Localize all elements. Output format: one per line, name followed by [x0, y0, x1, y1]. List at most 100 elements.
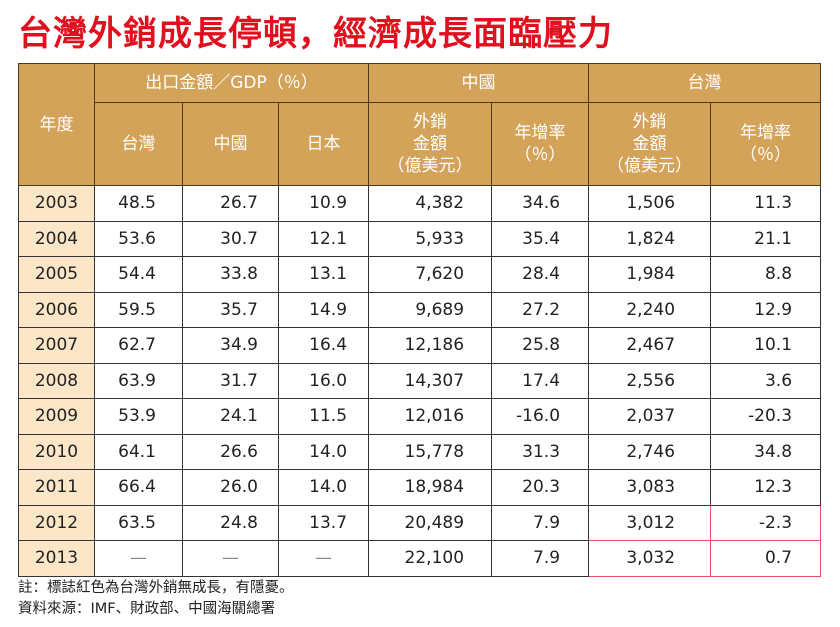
export-data-table: 年度 出口金額／GDP（％） 中國 台灣 台灣 中國 日本 外銷 金額 （億美元…	[18, 63, 822, 577]
footnotes: 註：標誌紅色為台灣外銷無成長，有隱憂。 資料來源：IMF、財政部、中國海關總署	[18, 578, 294, 620]
cell-tw-g: 3.6	[710, 362, 822, 399]
cell-cn-g: 7.9	[491, 540, 590, 577]
cell-jp: 11.5	[277, 398, 370, 435]
cell-year: 2013	[18, 540, 95, 577]
cell-cn-g: 35.4	[491, 220, 590, 257]
header-taiwan: 台灣	[588, 63, 822, 103]
cell-year: 2010	[18, 433, 95, 470]
cell-jp: 16.0	[277, 362, 370, 399]
cell-jp: —	[277, 540, 370, 577]
cell-tw-exp: 3,012	[588, 504, 712, 541]
header-gdp-japan: 日本	[277, 102, 370, 186]
cell-tw-g: 12.3	[710, 469, 822, 506]
cell-tw: 66.4	[94, 469, 183, 506]
cell-year: 2011	[18, 469, 95, 506]
cell-cn-g: 31.3	[491, 433, 590, 470]
header-line: 年增率	[740, 123, 792, 143]
cell-tw-exp: 2,556	[588, 362, 712, 399]
cell-cn: 33.8	[182, 256, 279, 293]
cell-tw-g: -2.3	[710, 504, 822, 541]
cell-cn: 24.1	[182, 398, 279, 435]
table-row: 2003 48.5 26.7 10.9 4,382 34.6 1,506 11.3	[18, 185, 822, 222]
cell-tw-exp: 2,467	[588, 327, 712, 364]
table-row: 2012 63.5 24.8 13.7 20,489 7.9 3,012 -2.3	[18, 504, 822, 541]
table-row: 2008 63.9 31.7 16.0 14,307 17.4 2,556 3.6	[18, 362, 822, 399]
cell-cn: 35.7	[182, 291, 279, 328]
cell-cn-g: 25.8	[491, 327, 590, 364]
cell-tw-exp: 1,984	[588, 256, 712, 293]
cell-tw: 59.5	[94, 291, 183, 328]
header-gdp-taiwan: 台灣	[94, 102, 183, 186]
header-taiwan-export-amount: 外銷 金額 （億美元）	[588, 102, 712, 186]
header-line: （億美元）	[387, 156, 473, 176]
cell-cn: —	[182, 540, 279, 577]
cell-cn: 24.8	[182, 504, 279, 541]
cell-tw: 48.5	[94, 185, 183, 222]
cell-cn-exp: 15,778	[368, 433, 493, 470]
cell-cn-exp: 5,933	[368, 220, 493, 257]
cell-cn-g: -16.0	[491, 398, 590, 435]
cell-cn-exp: 20,489	[368, 504, 493, 541]
cell-tw: 53.6	[94, 220, 183, 257]
header-line: （％）	[514, 145, 566, 165]
table-row: 2007 62.7 34.9 16.4 12,186 25.8 2,467 10.1	[18, 327, 822, 364]
cell-tw-exp: 2,240	[588, 291, 712, 328]
table-row: 2013— — —22,100 7.9 3,032 0.7	[18, 540, 822, 577]
cell-tw-g: 10.1	[710, 327, 822, 364]
header-year: 年度	[18, 63, 95, 186]
header-china-growth: 年增率 （％）	[491, 102, 590, 186]
cell-tw: 63.9	[94, 362, 183, 399]
cell-cn: 31.7	[182, 362, 279, 399]
page-title: 台灣外銷成長停頓，經濟成長面臨壓力	[18, 14, 613, 54]
header-export-gdp-ratio: 出口金額／GDP（％）	[93, 63, 370, 103]
cell-cn: 26.6	[182, 433, 279, 470]
cell-year: 2007	[18, 327, 95, 364]
cell-cn-g: 28.4	[491, 256, 590, 293]
cell-year: 2009	[18, 398, 95, 435]
cell-jp: 13.7	[277, 504, 370, 541]
cell-tw-exp: 1,506	[588, 185, 712, 222]
cell-cn-exp: 7,620	[368, 256, 493, 293]
cell-tw-exp: 3,032	[588, 540, 712, 577]
header-line: （％）	[740, 145, 792, 165]
cell-jp: 14.9	[277, 291, 370, 328]
cell-tw-g: 12.9	[710, 291, 822, 328]
cell-cn-exp: 4,382	[368, 185, 493, 222]
cell-tw: —	[94, 540, 183, 577]
cell-year: 2006	[18, 291, 95, 328]
cell-cn-exp: 22,100	[368, 540, 493, 577]
table-row: 2004 53.6 30.7 12.1 5,933 35.4 1,824 21.1	[18, 220, 822, 257]
cell-jp: 16.4	[277, 327, 370, 364]
cell-jp: 13.1	[277, 256, 370, 293]
cell-tw-exp: 2,037	[588, 398, 712, 435]
table-row: 2011 66.4 26.0 14.0 18,984 20.3 3,083 12.3	[18, 469, 822, 506]
cell-cn: 26.0	[182, 469, 279, 506]
header-line: 年增率	[514, 123, 566, 143]
cell-year: 2008	[18, 362, 95, 399]
cell-tw-g: -20.3	[710, 398, 822, 435]
cell-tw-g: 0.7	[710, 540, 822, 577]
table-row: 2010 64.1 26.6 14.0 15,778 31.3 2,746 34.8	[18, 433, 822, 470]
cell-cn: 26.7	[182, 185, 279, 222]
table-row: 2006 59.5 35.7 14.9 9,689 27.2 2,240 12.9	[18, 291, 822, 328]
cell-cn-exp: 12,016	[368, 398, 493, 435]
header-taiwan-growth: 年增率 （％）	[710, 102, 822, 186]
table-row: 2005 54.4 33.8 13.1 7,620 28.4 1,984 8.8	[18, 256, 822, 293]
cell-year: 2004	[18, 220, 95, 257]
header-china: 中國	[368, 63, 590, 103]
cell-tw-exp: 2,746	[588, 433, 712, 470]
cell-jp: 10.9	[277, 185, 370, 222]
cell-year: 2003	[18, 185, 95, 222]
header-china-export-amount: 外銷 金額 （億美元）	[368, 102, 493, 186]
source-text: 資料來源：IMF、財政部、中國海關總署	[18, 601, 276, 617]
cell-tw-g: 11.3	[710, 185, 822, 222]
cell-cn-exp: 18,984	[368, 469, 493, 506]
cell-tw-g: 21.1	[710, 220, 822, 257]
cell-tw-g: 34.8	[710, 433, 822, 470]
cell-cn: 30.7	[182, 220, 279, 257]
cell-tw-exp: 3,083	[588, 469, 712, 506]
cell-tw: 53.9	[94, 398, 183, 435]
cell-tw: 63.5	[94, 504, 183, 541]
cell-jp: 14.0	[277, 469, 370, 506]
cell-cn-g: 20.3	[491, 469, 590, 506]
